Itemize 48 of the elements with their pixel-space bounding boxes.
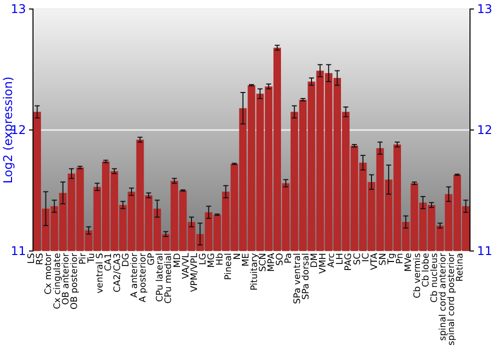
x-tick-label: DM — [310, 253, 320, 268]
x-tick-label: Cx cingulate — [52, 252, 63, 310]
x-tick-label: Cb lobe — [421, 252, 432, 288]
x-tick-label: SCN — [258, 253, 268, 272]
x-tick-label: SC — [352, 253, 363, 265]
x-tick-label: PAG — [344, 252, 354, 271]
x-tick-label: OB posterior — [70, 252, 80, 310]
x-tick-label: Pituitary — [250, 252, 260, 291]
y-tick-label: 13 — [10, 2, 26, 16]
x-tick-label: GP — [147, 252, 158, 266]
x-tick-label: MD — [172, 252, 183, 268]
x-tick-label: VMH — [318, 253, 328, 274]
x-tick-label: Pineal — [224, 253, 234, 280]
x-tick-label: Tg — [387, 253, 398, 266]
x-tick-label: VA/VL — [181, 253, 192, 279]
x-tick-label: VTA — [370, 252, 380, 270]
x-tick-label: OB anterior — [61, 252, 72, 305]
x-tick-label: A anterior — [130, 252, 140, 298]
x-tick-label: Cb nucleus — [430, 252, 440, 303]
x-tick-label: RS — [36, 252, 46, 265]
x-tick-label: Pa — [284, 253, 294, 264]
x-tick-label: Retina — [456, 253, 466, 282]
x-tick-label: Arc — [327, 252, 338, 268]
x-tick-label: SO — [276, 253, 286, 266]
x-tick-label: IC — [361, 253, 372, 262]
x-tick-label: spinal cord posterior — [447, 252, 458, 346]
y2-tick-label: 13 — [477, 2, 492, 16]
x-tick-label: CPu medial — [164, 253, 174, 304]
x-tick-label: Pn — [396, 253, 406, 264]
x-tick-label: Cx motor — [44, 252, 54, 294]
x-tick-label: A posterior — [138, 252, 148, 302]
x-tick-label: DG — [121, 252, 132, 267]
x-tick-label: VPM/VPL — [190, 253, 200, 292]
x-tick-label: MVe — [404, 252, 414, 272]
x-tick-label: CA2/CA3 — [112, 253, 123, 292]
x-tick-label: SPa dorsal — [301, 253, 312, 300]
x-tick-label: Hb — [216, 252, 226, 266]
x-tick-label: N — [232, 253, 243, 260]
x-tick-label: Pir — [78, 252, 88, 264]
x-tick-label: SPa ventral — [292, 253, 303, 304]
x-tick-label: CA1 — [104, 253, 114, 272]
y2-tick-label: 12 — [477, 122, 492, 137]
x-tick-label: SN — [378, 253, 388, 266]
y-tick-label: 11 — [10, 244, 26, 258]
x-tick-label: ME — [241, 252, 252, 266]
x-tick-label: Cb vermis — [412, 252, 423, 298]
x-tick-label: LG — [198, 252, 208, 265]
y2-tick-label: 11 — [477, 244, 492, 258]
